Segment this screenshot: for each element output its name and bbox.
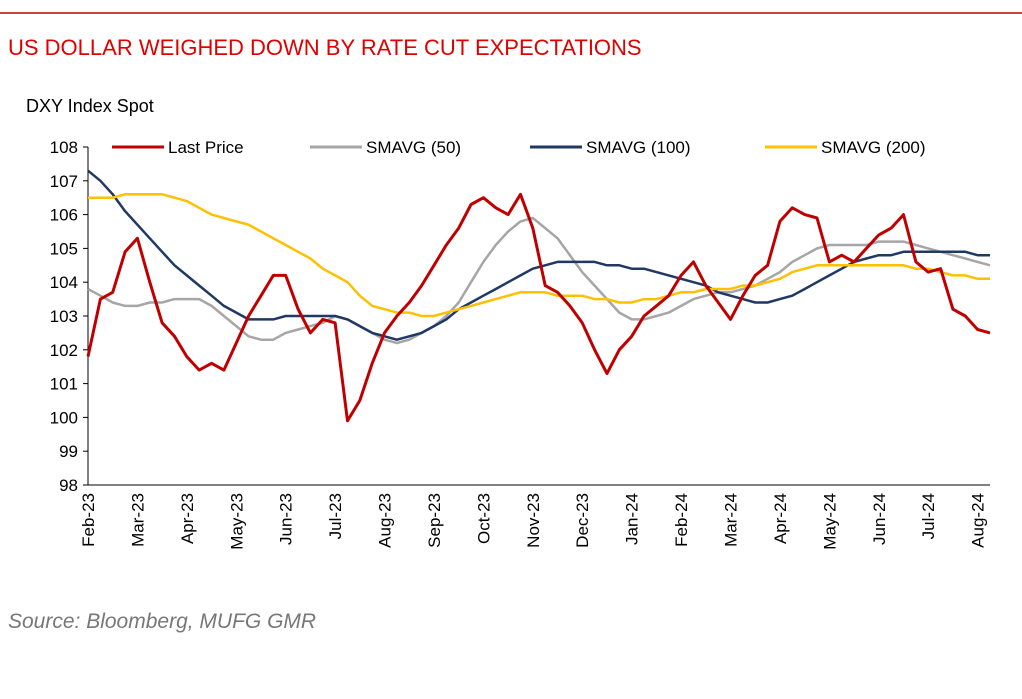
x-tick-label: Sep-23 <box>425 493 444 548</box>
y-tick-label: 108 <box>50 138 78 157</box>
y-tick-label: 107 <box>50 172 78 191</box>
x-tick-label: Mar-24 <box>722 493 741 547</box>
x-tick-label: Jul-23 <box>326 493 345 539</box>
series-line <box>86 192 991 423</box>
series-line <box>87 216 991 345</box>
y-tick-label: 99 <box>59 442 78 461</box>
x-tick-label: Nov-23 <box>524 493 543 548</box>
y-tick-label: 106 <box>50 206 78 225</box>
x-tick-label: Jul-24 <box>919 493 938 539</box>
x-tick-label: May-24 <box>820 493 839 550</box>
y-tick-label: 101 <box>50 375 78 394</box>
y-axis-label: DXY Index Spot <box>26 96 154 116</box>
x-tick-label: Jun-23 <box>277 493 296 545</box>
x-tick-label: Dec-23 <box>573 493 592 548</box>
x-tick-label: Apr-23 <box>178 493 197 544</box>
y-tick-label: 105 <box>50 239 78 258</box>
legend-label: SMAVG (200) <box>821 138 926 157</box>
x-tick-label: Feb-23 <box>79 493 98 547</box>
x-tick-label: Aug-23 <box>376 493 395 548</box>
chart-title: US DOLLAR WEIGHED DOWN BY RATE CUT EXPEC… <box>8 35 642 60</box>
y-tick-label: 98 <box>59 476 78 495</box>
series-line <box>87 169 990 341</box>
y-tick-label: 102 <box>50 341 78 360</box>
legend-label: Last Price <box>168 138 244 157</box>
x-tick-label: Jun-24 <box>870 493 889 545</box>
source-note: Source: Bloomberg, MUFG GMR <box>8 610 316 633</box>
x-tick-label: Oct-23 <box>474 493 493 544</box>
x-tick-label: May-23 <box>227 493 246 550</box>
y-tick-label: 104 <box>50 273 78 292</box>
series-line <box>88 193 990 318</box>
x-tick-label: Jan-24 <box>623 493 642 545</box>
y-tick-label: 100 <box>50 408 78 427</box>
y-tick-label: 103 <box>50 307 78 326</box>
x-tick-label: Aug-24 <box>969 493 988 548</box>
legend-label: SMAVG (100) <box>586 138 691 157</box>
x-tick-label: Feb-24 <box>672 493 691 547</box>
x-tick-label: Apr-24 <box>771 493 790 544</box>
legend-label: SMAVG (50) <box>366 138 461 157</box>
x-tick-label: Mar-23 <box>128 493 147 547</box>
